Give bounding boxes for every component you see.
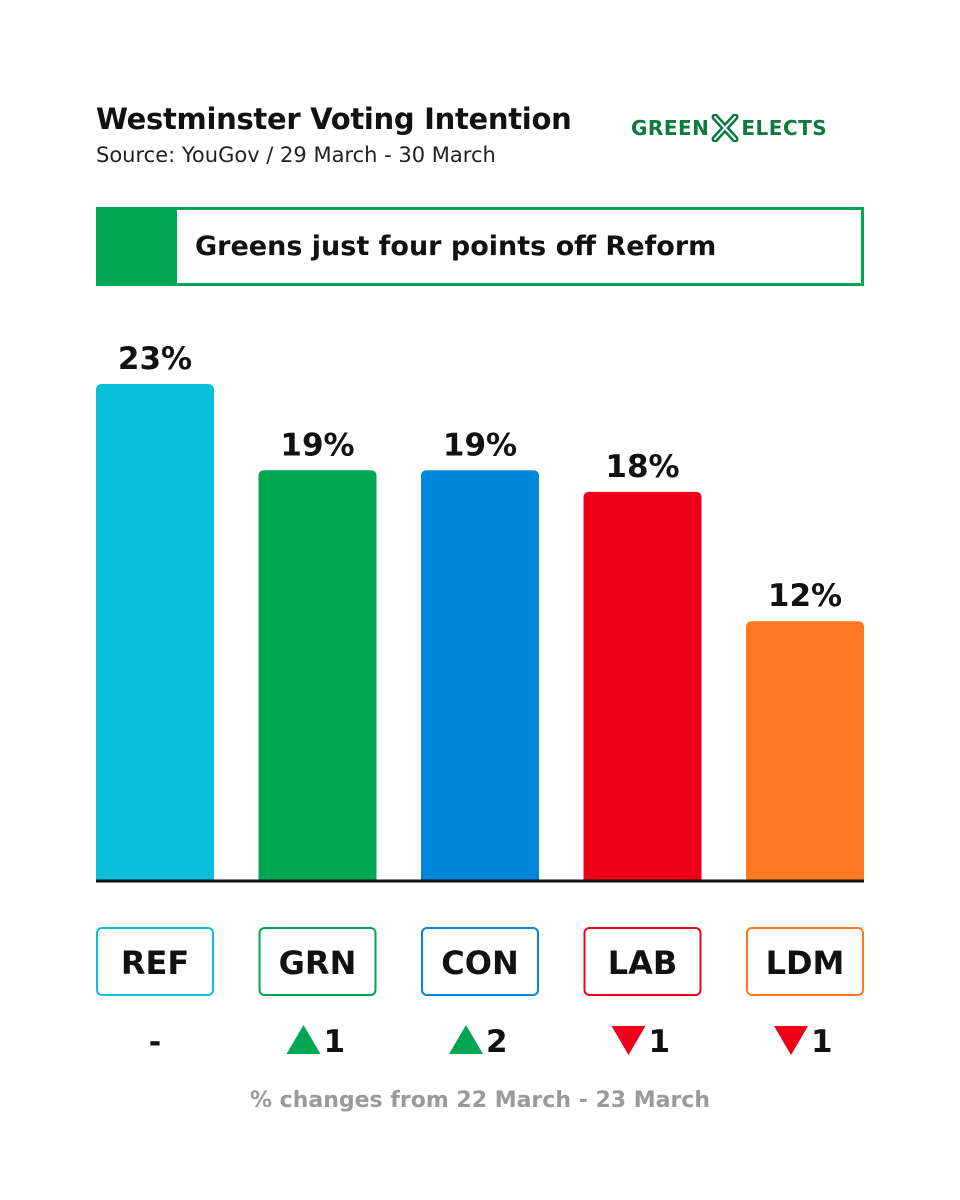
category-label-lab: LAB — [608, 944, 678, 982]
bar-ref — [96, 384, 214, 880]
chart-title: Westminster Voting Intention — [96, 102, 572, 136]
bar-con — [421, 470, 539, 880]
bar-ldm — [746, 621, 864, 880]
cross-ballot-icon — [711, 114, 739, 142]
bar-lab — [583, 491, 702, 880]
category-label-grn: GRN — [279, 944, 357, 982]
value-label-grn: 19% — [280, 427, 354, 463]
change-value-grn: 1 — [324, 1024, 346, 1060]
up-arrow-icon — [286, 1025, 321, 1054]
category-box-con — [421, 927, 539, 996]
headline-banner: Greens just four points off Reform — [96, 207, 864, 286]
headline-text: Greens just four points off Reform — [195, 231, 717, 262]
category-box-lab — [583, 927, 702, 996]
value-label-ldm: 12% — [768, 578, 842, 614]
category-box-ldm — [746, 927, 864, 996]
value-label-lab: 18% — [605, 449, 679, 485]
up-arrow-icon — [449, 1025, 483, 1054]
logo-text-green: GREEN — [631, 116, 710, 140]
chart-subtitle: Source: YouGov / 29 March - 30 March — [96, 143, 496, 167]
down-arrow-icon — [774, 1026, 808, 1055]
category-label-ldm: LDM — [766, 944, 845, 982]
category-label-con: CON — [441, 944, 518, 982]
change-note: % changes from 22 March - 23 March — [249, 1088, 711, 1113]
change-value-con: 2 — [486, 1024, 508, 1060]
change-value-lab: 1 — [649, 1024, 671, 1060]
value-label-con: 19% — [443, 427, 517, 463]
category-box-ref — [96, 927, 214, 996]
category-box-grn — [258, 927, 377, 996]
headline-accent-swatch — [99, 210, 177, 283]
category-label-ref: REF — [121, 944, 189, 982]
value-label-ref: 23% — [118, 341, 192, 377]
down-arrow-icon — [611, 1026, 646, 1055]
bar-grn — [258, 470, 377, 880]
logo-text-elects: ELECTS — [741, 116, 828, 140]
change-value-ldm: 1 — [811, 1024, 833, 1060]
green-elects-logo: GREEN ELECTS — [631, 113, 827, 143]
change-value-ref: - — [149, 1025, 161, 1060]
